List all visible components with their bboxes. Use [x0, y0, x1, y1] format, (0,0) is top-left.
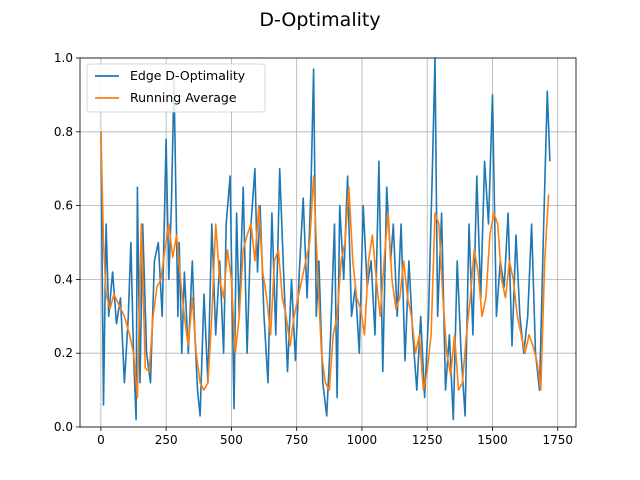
y-tick-label: 0.0: [54, 420, 73, 434]
x-tick-label: 1000: [347, 433, 378, 447]
series-line-edge-d-optimality: [100, 57, 551, 421]
y-tick-label: 0.8: [54, 125, 73, 139]
x-tick-label: 1250: [412, 433, 443, 447]
y-tick-label: 0.6: [54, 199, 73, 213]
y-tick-label: 0.4: [54, 272, 73, 286]
x-tick-label: 250: [155, 433, 178, 447]
axes-frame: [79, 57, 577, 428]
x-tick-label: 0: [97, 433, 105, 447]
y-tick-label: 1.0: [54, 51, 73, 65]
x-tick-label: 500: [220, 433, 243, 447]
x-tick-label: 1750: [542, 433, 573, 447]
x-axis: 0 250 500 750 1000 1250 1500 1750: [97, 427, 573, 447]
plot-area: [100, 57, 551, 421]
x-tick-label: 750: [285, 433, 308, 447]
y-tick-label: 0.2: [54, 346, 73, 360]
legend-box: [86, 63, 266, 113]
grid: [80, 57, 576, 428]
legend-label-edge-d-optimality: Edge D-Optimality: [130, 68, 246, 83]
legend-label-running-average: Running Average: [130, 90, 237, 105]
x-tick-label: 1500: [477, 433, 508, 447]
y-axis: 0.0 0.2 0.4 0.6 0.8 1.0: [54, 51, 80, 434]
series-line-running-average: [100, 131, 550, 399]
chart-title: D-Optimality: [259, 9, 380, 31]
legend: Edge D-Optimality Running Average: [86, 63, 266, 113]
